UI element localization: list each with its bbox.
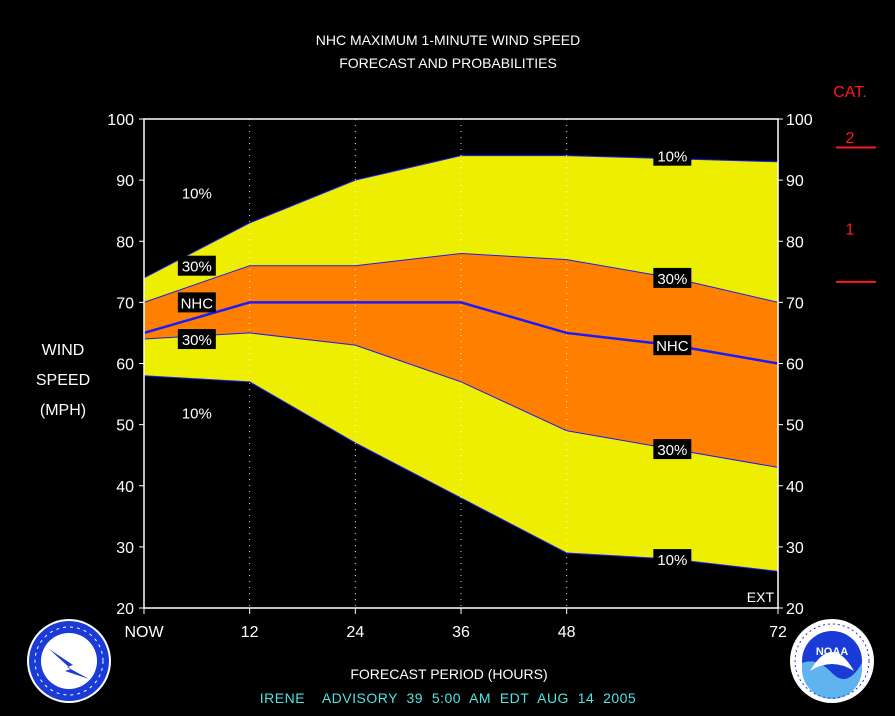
band-label-box-2: [177, 292, 216, 313]
band-label-7: NHC: [656, 338, 689, 355]
nws-logo-lettering-ring: [34, 626, 104, 696]
x-tick-label-24: 24: [346, 624, 364, 641]
y-tick-label-left-50: 50: [116, 418, 134, 435]
band-label-box-3: [177, 329, 216, 350]
noaa-logo: NOAA: [790, 619, 874, 703]
y-tick-label-right-70: 70: [786, 295, 804, 312]
band-label-3: 30%: [182, 332, 212, 349]
y-tick-label-left-80: 80: [116, 234, 134, 251]
band-label-4: 10%: [182, 405, 212, 422]
y-tick-label-left-20: 20: [116, 601, 134, 618]
y-tick-label-right-100: 100: [786, 112, 813, 129]
x-axis-label: FORECAST PERIOD (HOURS): [350, 666, 547, 682]
chart-title-line-2: FORECAST AND PROBABILITIES: [339, 55, 557, 71]
y-tick-label-left-70: 70: [116, 295, 134, 312]
chart-titles: NHC MAXIMUM 1-MINUTE WIND SPEED FORECAST…: [316, 32, 580, 71]
y-axis-label: WIND SPEED (MPH): [36, 342, 90, 419]
x-tick-label-72: 72: [769, 624, 787, 641]
band-label-box-4: [177, 402, 216, 423]
band-30-percent: [144, 253, 778, 468]
y-tick-label-right-30: 30: [786, 540, 804, 557]
nws-logo: [27, 619, 111, 703]
band-label-0: 10%: [182, 185, 212, 202]
category-title: CAT.: [833, 84, 866, 101]
band-label-1: 30%: [182, 259, 212, 276]
nws-logo-inner: [41, 633, 97, 689]
category-label-2: 2: [846, 130, 855, 147]
category-scale: CAT. 2 1: [833, 84, 876, 283]
band-label-box-7: [653, 335, 692, 356]
y-axis-label-line-1: WIND: [42, 342, 85, 359]
y-tick-label-right-50: 50: [786, 418, 804, 435]
band-label-box-6: [653, 267, 692, 288]
y-tick-label-right-60: 60: [786, 357, 804, 374]
band-label-9: 10%: [657, 552, 687, 569]
band-label-box-9: [653, 549, 692, 570]
y-tick-label-left-60: 60: [116, 357, 134, 374]
y-tick-label-right-40: 40: [786, 479, 804, 496]
y-tick-label-right-20: 20: [786, 601, 804, 618]
noaa-logo-wave: [802, 661, 862, 699]
band-label-box-5: [653, 145, 692, 166]
y-tick-label-left-90: 90: [116, 173, 134, 190]
noaa-logo-text: NOAA: [816, 646, 848, 658]
y-tick-label-right-90: 90: [786, 173, 804, 190]
band-labels: 10% 30% NHC 30% 10% 10% 30% NHC 30% 10%: [177, 145, 692, 570]
y-axis-label-line-3: (MPH): [40, 402, 86, 419]
y-tick-label-left-30: 30: [116, 540, 134, 557]
y-tick-label-left-100: 100: [107, 112, 134, 129]
y-tick-label-right-80: 80: [786, 234, 804, 251]
advisory-footer: IRENE ADVISORY 39 5:00 AM EDT AUG 14 200…: [260, 690, 636, 706]
x-tick-label-12: 12: [241, 624, 259, 641]
noaa-logo-lettering-ring: [794, 623, 870, 699]
category-label-1: 1: [846, 222, 855, 239]
band-label-box-1: [177, 255, 216, 276]
band-label-box-0: [177, 182, 216, 203]
x-axis-ticks: NOW 12 24 36 48 72: [124, 608, 787, 641]
band-label-box-8: [653, 439, 692, 460]
y-axis-label-line-2: SPEED: [36, 372, 90, 389]
band-label-8: 30%: [657, 442, 687, 459]
band-label-6: 30%: [657, 271, 687, 288]
probability-bands: [144, 119, 778, 608]
nws-logo-bolt: [49, 649, 89, 679]
noaa-logo-bird: [810, 652, 854, 671]
band-label-5: 10%: [657, 149, 687, 166]
x-tick-label-36: 36: [452, 624, 470, 641]
chart-title-line-1: NHC MAXIMUM 1-MINUTE WIND SPEED: [316, 32, 580, 48]
x-tick-label-0: NOW: [124, 624, 164, 641]
ext-label: EXT: [747, 589, 775, 605]
band-label-2: NHC: [181, 295, 214, 312]
y-tick-label-left-40: 40: [116, 479, 134, 496]
x-tick-label-48: 48: [558, 624, 576, 641]
y-axis-ticks: 20 20 30 30 40 40 50 50 60 60 70 70 80 80 90 90 100 100: [107, 112, 813, 618]
